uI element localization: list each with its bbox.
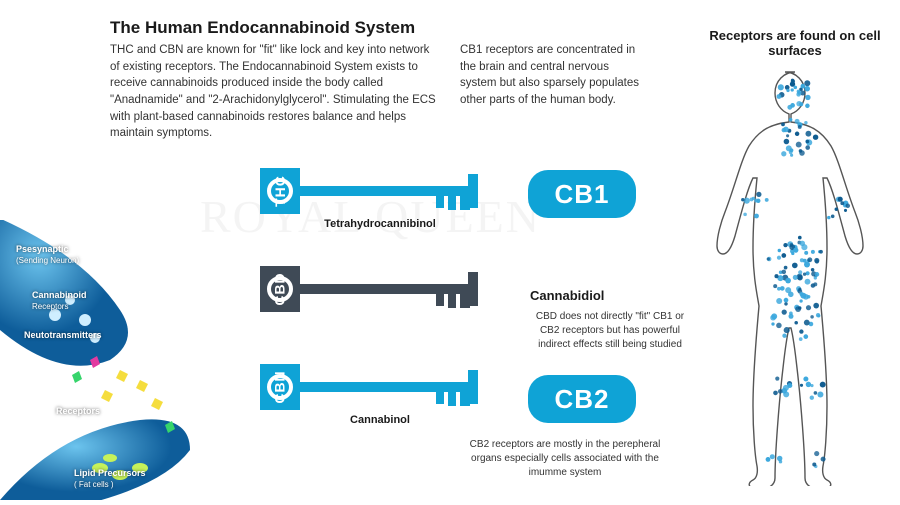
key-code-cbd: CBD <box>260 266 300 312</box>
key-row-cbn: CBN Cannabinol <box>260 364 500 424</box>
badge-cb2: CB2 <box>528 375 636 423</box>
badge-cb1: CB1 <box>528 170 636 218</box>
cb1-description: CB1 receptors are concentrated in the br… <box>460 42 640 109</box>
receptor-heading: Receptors are found on cell surfaces <box>705 28 885 58</box>
cbd-title: Cannabidiol <box>530 288 604 303</box>
label-cannabinoid: Cannabinoid Receptors <box>32 290 87 312</box>
label-lipid: Lipid Precursors ( Fat cells ) <box>74 468 146 490</box>
human-body-icon <box>700 66 890 486</box>
key-row-thc: THC Tetrahydrocannibinol <box>260 168 500 228</box>
key-code-thc: THC <box>260 168 300 214</box>
cb2-description: CB2 receptors are mostly in the perepher… <box>465 438 665 480</box>
key-caption-thc: Tetrahydrocannibinol <box>260 218 500 230</box>
label-presynaptic: Psesynaptic (Sending Neuron) <box>16 244 79 266</box>
cbd-description: CBD does not directly "fit" CB1 or CB2 r… <box>525 310 695 352</box>
page-title: The Human Endocannabinoid System <box>110 18 415 38</box>
infographic-root: ROYAL QUEEN The Human Endocannabinoid Sy… <box>0 0 900 500</box>
key-code-cbn: CBN <box>260 364 300 410</box>
intro-paragraph: THC and CBN are known for "fit" like loc… <box>110 42 440 142</box>
human-figure <box>700 66 890 486</box>
label-neurotransmitters: Neutotransmitters <box>24 330 102 341</box>
synapse-diagram: Psesynaptic (Sending Neuron) Cannabinoid… <box>0 220 245 500</box>
key-row-cbd: CBD <box>260 266 500 326</box>
label-receptors: Receptors <box>56 406 100 417</box>
key-caption-cbn: Cannabinol <box>260 414 500 426</box>
